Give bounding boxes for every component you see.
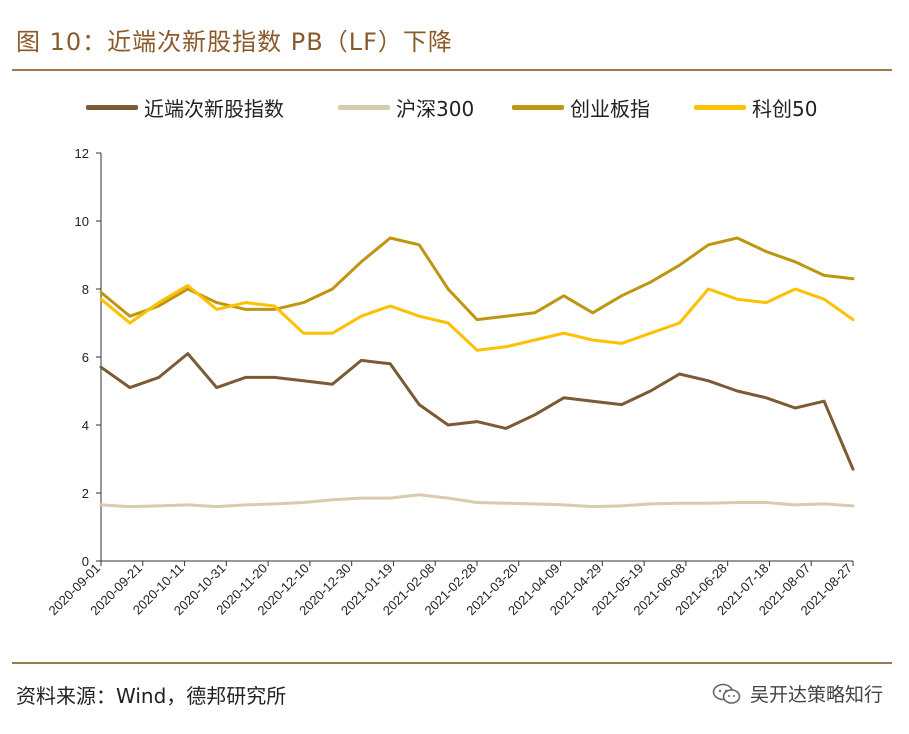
y-tick-label: 10 (75, 214, 89, 229)
wechat-icon (712, 683, 741, 704)
line-chart: 0246810122020-09-012020-09-212020-10-112… (45, 146, 855, 618)
legend-label-1: 沪深300 (396, 96, 475, 121)
y-tick-label: 8 (82, 282, 89, 297)
legend-label-2: 创业板指 (570, 96, 650, 121)
y-tick-label: 12 (75, 146, 89, 161)
chart-legend: 近端次新股指数 沪深300 创业板指 科创50 (0, 92, 909, 122)
watermark: 吴开达策略知行 (712, 680, 883, 707)
chart-title: 图 10：近端次新股指数 PB（LF）下降 (16, 28, 453, 56)
series-line-0 (99, 352, 855, 471)
legend-item-3: 科创50 (694, 92, 817, 122)
series-line-1 (99, 493, 855, 509)
watermark-text: 吴开达策略知行 (749, 684, 883, 706)
y-tick-label: 4 (82, 418, 89, 433)
footer-divider (12, 662, 892, 664)
legend-item-0: 近端次新股指数 (86, 92, 284, 122)
legend-swatch-0 (86, 104, 138, 110)
legend-swatch-1 (338, 104, 390, 110)
legend-swatch-2 (512, 104, 564, 110)
series-line-2 (99, 236, 855, 322)
title-divider (12, 69, 892, 71)
legend-item-2: 创业板指 (512, 92, 650, 122)
legend-label-3: 科创50 (752, 96, 818, 121)
y-tick-label: 0 (82, 554, 89, 569)
source-note: 资料来源：Wind，德邦研究所 (16, 684, 287, 708)
series-line-3 (99, 284, 855, 352)
y-tick-label: 6 (82, 350, 89, 365)
legend-label-0: 近端次新股指数 (144, 96, 284, 121)
legend-swatch-3 (694, 104, 746, 110)
legend-item-1: 沪深300 (338, 92, 474, 122)
y-tick-label: 2 (82, 486, 89, 501)
